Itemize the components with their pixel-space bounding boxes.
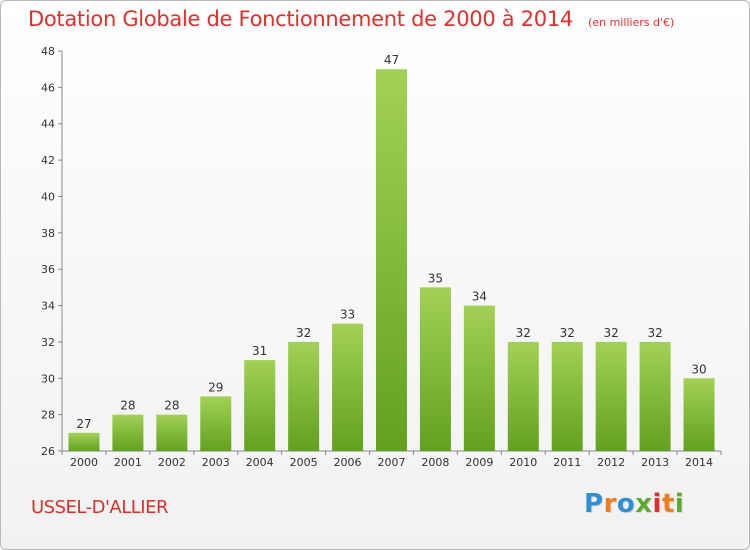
data-label: 33	[340, 308, 355, 322]
data-label: 32	[516, 326, 531, 340]
x-tick-label: 2002	[158, 456, 186, 469]
bar	[156, 414, 188, 451]
bar	[68, 432, 100, 451]
y-tick-label: 40	[41, 190, 55, 203]
bar	[551, 341, 583, 451]
logo-letter: i	[652, 489, 662, 519]
bar	[419, 287, 451, 451]
data-label: 47	[384, 53, 399, 67]
x-tick-label: 2000	[70, 456, 98, 469]
data-label: 28	[120, 399, 135, 413]
x-tick-label: 2006	[334, 456, 362, 469]
x-tick-label: 2001	[114, 456, 142, 469]
x-tick-label: 2011	[553, 456, 581, 469]
x-tick-label: 2014	[685, 456, 713, 469]
y-tick-label: 36	[41, 263, 55, 276]
y-tick-label: 42	[41, 154, 55, 167]
proxiti-logo: Proxiti	[584, 489, 684, 519]
bar	[595, 341, 627, 451]
data-label: 32	[647, 326, 662, 340]
x-tick-label: 2008	[421, 456, 449, 469]
bar	[332, 323, 364, 451]
y-tick-label: 26	[41, 445, 55, 458]
data-label: 29	[208, 380, 223, 394]
logo-letter: P	[584, 489, 604, 519]
y-tick-label: 48	[41, 45, 55, 58]
y-tick-label: 38	[41, 227, 55, 240]
bar	[463, 305, 495, 451]
y-tick-label: 44	[41, 118, 55, 131]
x-tick-label: 2003	[202, 456, 230, 469]
x-tick-label: 2013	[641, 456, 669, 469]
bar	[288, 341, 320, 451]
chart-title: Dotation Globale de Fonctionnement de 20…	[28, 7, 674, 31]
data-label: 32	[296, 326, 311, 340]
x-tick-label: 2004	[246, 456, 274, 469]
data-label: 34	[472, 290, 487, 304]
data-label: 32	[604, 326, 619, 340]
logo-letter: x	[635, 489, 653, 519]
bar	[200, 396, 232, 451]
chart-title-text: Dotation Globale de Fonctionnement de 20…	[28, 7, 573, 31]
x-tick-label: 2007	[378, 456, 406, 469]
data-label: 32	[560, 326, 575, 340]
chart-unit-note: (en milliers d'€)	[588, 16, 675, 29]
y-tick-label: 34	[41, 300, 55, 313]
y-tick-label: 32	[41, 336, 55, 349]
x-tick-label: 2010	[509, 456, 537, 469]
y-tick-label: 28	[41, 409, 55, 422]
y-tick-label: 46	[41, 81, 55, 94]
bar	[507, 341, 539, 451]
logo-letter: i	[674, 489, 685, 519]
data-label: 35	[428, 271, 443, 285]
data-label: 28	[164, 399, 179, 413]
x-tick-label: 2009	[465, 456, 493, 469]
logo-letter: t	[661, 489, 675, 519]
x-tick-label: 2012	[597, 456, 625, 469]
logo-letter: r	[603, 489, 617, 519]
bar	[683, 378, 715, 451]
bar	[376, 69, 407, 451]
bar	[639, 341, 671, 451]
bar	[112, 414, 144, 451]
commune-name: USSEL-D'ALLIER	[31, 497, 168, 518]
data-label: 27	[76, 417, 91, 431]
data-label: 31	[252, 344, 267, 358]
logo-letter: o	[616, 489, 636, 519]
bar	[244, 360, 276, 451]
x-tick-label: 2005	[290, 456, 318, 469]
data-label: 30	[691, 362, 706, 376]
y-tick-label: 30	[41, 372, 55, 385]
